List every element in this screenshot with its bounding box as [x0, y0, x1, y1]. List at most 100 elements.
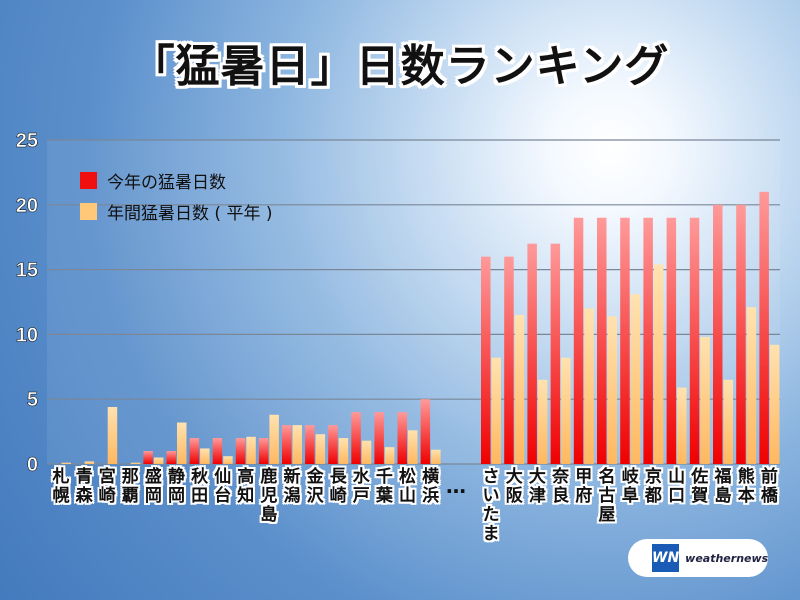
bar-average — [431, 449, 441, 464]
x-tick-label: 横浜 — [422, 467, 440, 506]
bar-average — [338, 438, 349, 464]
bar-current — [166, 451, 176, 464]
bar-current — [713, 204, 723, 465]
bar-current — [305, 425, 315, 464]
y-tick-label: 0 — [27, 454, 38, 476]
bar-current — [351, 412, 361, 464]
ellipsis: … — [446, 474, 466, 498]
legend-swatch-average — [80, 203, 97, 220]
bar-current — [235, 438, 246, 464]
y-tick-label: 20 — [16, 195, 38, 217]
bar-average — [200, 448, 210, 464]
bar-average — [361, 440, 372, 464]
legend-current: 今年の猛暑日数 — [80, 168, 226, 193]
weathernews-logo: WN weathernews — [628, 539, 768, 577]
bar-current — [143, 451, 153, 464]
bar-current — [597, 217, 607, 464]
chart-title: 「猛暑日」日数ランキング — [130, 41, 670, 92]
y-tick-label: 15 — [16, 260, 38, 282]
x-tick-label: 前橋 — [760, 467, 778, 506]
legend-swatch-current — [80, 172, 97, 189]
y-tick-label: 25 — [16, 130, 38, 152]
bar-current — [374, 412, 384, 464]
x-tick-label: 京都 — [644, 467, 662, 506]
bar-current — [689, 217, 700, 464]
bar-average — [84, 461, 95, 464]
x-tick-label: 青森 — [75, 467, 93, 506]
bar-average — [561, 357, 571, 464]
x-tick-label: 佐賀 — [691, 467, 709, 506]
bar-current — [189, 438, 200, 464]
x-tick-label: 金沢 — [306, 467, 324, 506]
x-tick-label: 松山 — [399, 467, 416, 506]
x-tick-label: 千葉 — [375, 467, 393, 506]
bar-average — [584, 308, 594, 464]
logo-mark: WN — [652, 544, 680, 572]
bar-current — [481, 256, 491, 464]
bar-average — [177, 422, 187, 464]
bar-current — [527, 243, 537, 464]
y-tick-label: 5 — [27, 389, 38, 411]
bar-average — [153, 457, 164, 464]
bar-average — [223, 456, 233, 464]
bar-average — [315, 434, 326, 464]
bar-current — [212, 438, 223, 464]
x-tick-label: 那覇 — [121, 467, 139, 506]
bar-current — [550, 243, 561, 464]
bar-current — [573, 217, 584, 464]
bar-average — [769, 344, 780, 464]
x-tick-label: 山口 — [668, 467, 686, 506]
bar-current — [328, 425, 338, 464]
bar-average — [130, 462, 141, 464]
bar-average — [269, 414, 279, 464]
x-tick-label: 奈良 — [552, 467, 570, 506]
x-tick-label: 岐阜 — [621, 467, 639, 506]
x-tick-label: 札幌 — [52, 467, 70, 506]
x-tick-label: さいたま — [482, 467, 500, 544]
x-tick-label: 新潟 — [283, 467, 301, 506]
bar-current — [504, 256, 514, 464]
bar-average — [677, 387, 687, 464]
bar-current — [666, 217, 677, 464]
bar-average — [61, 462, 71, 464]
x-tick-label: 高知 — [237, 467, 255, 506]
bar-average — [630, 294, 641, 464]
bar-current — [620, 217, 630, 464]
legend-average: 年間猛暑日数 ( 平年 ) — [80, 199, 272, 224]
y-tick-label: 10 — [16, 324, 38, 346]
bar-average — [537, 379, 548, 464]
x-tick-label: 福島 — [714, 467, 732, 506]
x-tick-label: 長崎 — [329, 467, 347, 506]
bar-average — [653, 264, 664, 464]
bar-average — [491, 357, 501, 464]
bar-current — [420, 399, 431, 464]
bar-average — [607, 316, 617, 464]
bar-average — [292, 425, 302, 464]
bar-current — [736, 204, 746, 465]
x-tick-label: 大津 — [528, 467, 546, 506]
bar-average — [723, 379, 733, 464]
x-tick-label: 盛岡 — [144, 467, 162, 506]
x-tick-label: 熊本 — [737, 467, 755, 506]
x-tick-label: 水戸 — [352, 467, 370, 506]
bar-average — [408, 430, 418, 464]
bar-average — [246, 436, 256, 464]
legend-label-current: 今年の猛暑日数 — [107, 173, 226, 193]
bar-current — [397, 412, 407, 464]
bar-current — [643, 217, 653, 464]
legend-label-average: 年間猛暑日数 ( 平年 ) — [107, 204, 273, 224]
bar-current — [258, 438, 269, 464]
x-tick-label: 宮崎 — [98, 467, 116, 506]
x-tick-label: 仙台 — [214, 467, 232, 506]
bar-average — [384, 447, 395, 464]
bar-average — [746, 307, 757, 464]
bar-current — [759, 191, 769, 464]
logo-text: weathernews — [685, 551, 769, 565]
bar-current — [282, 425, 292, 464]
x-tick-label: 秋田 — [191, 467, 209, 506]
bar-average — [514, 314, 525, 464]
x-tick-label: 甲府 — [575, 467, 593, 506]
bar-average — [700, 336, 710, 464]
x-tick-label: 名古屋 — [598, 467, 616, 525]
